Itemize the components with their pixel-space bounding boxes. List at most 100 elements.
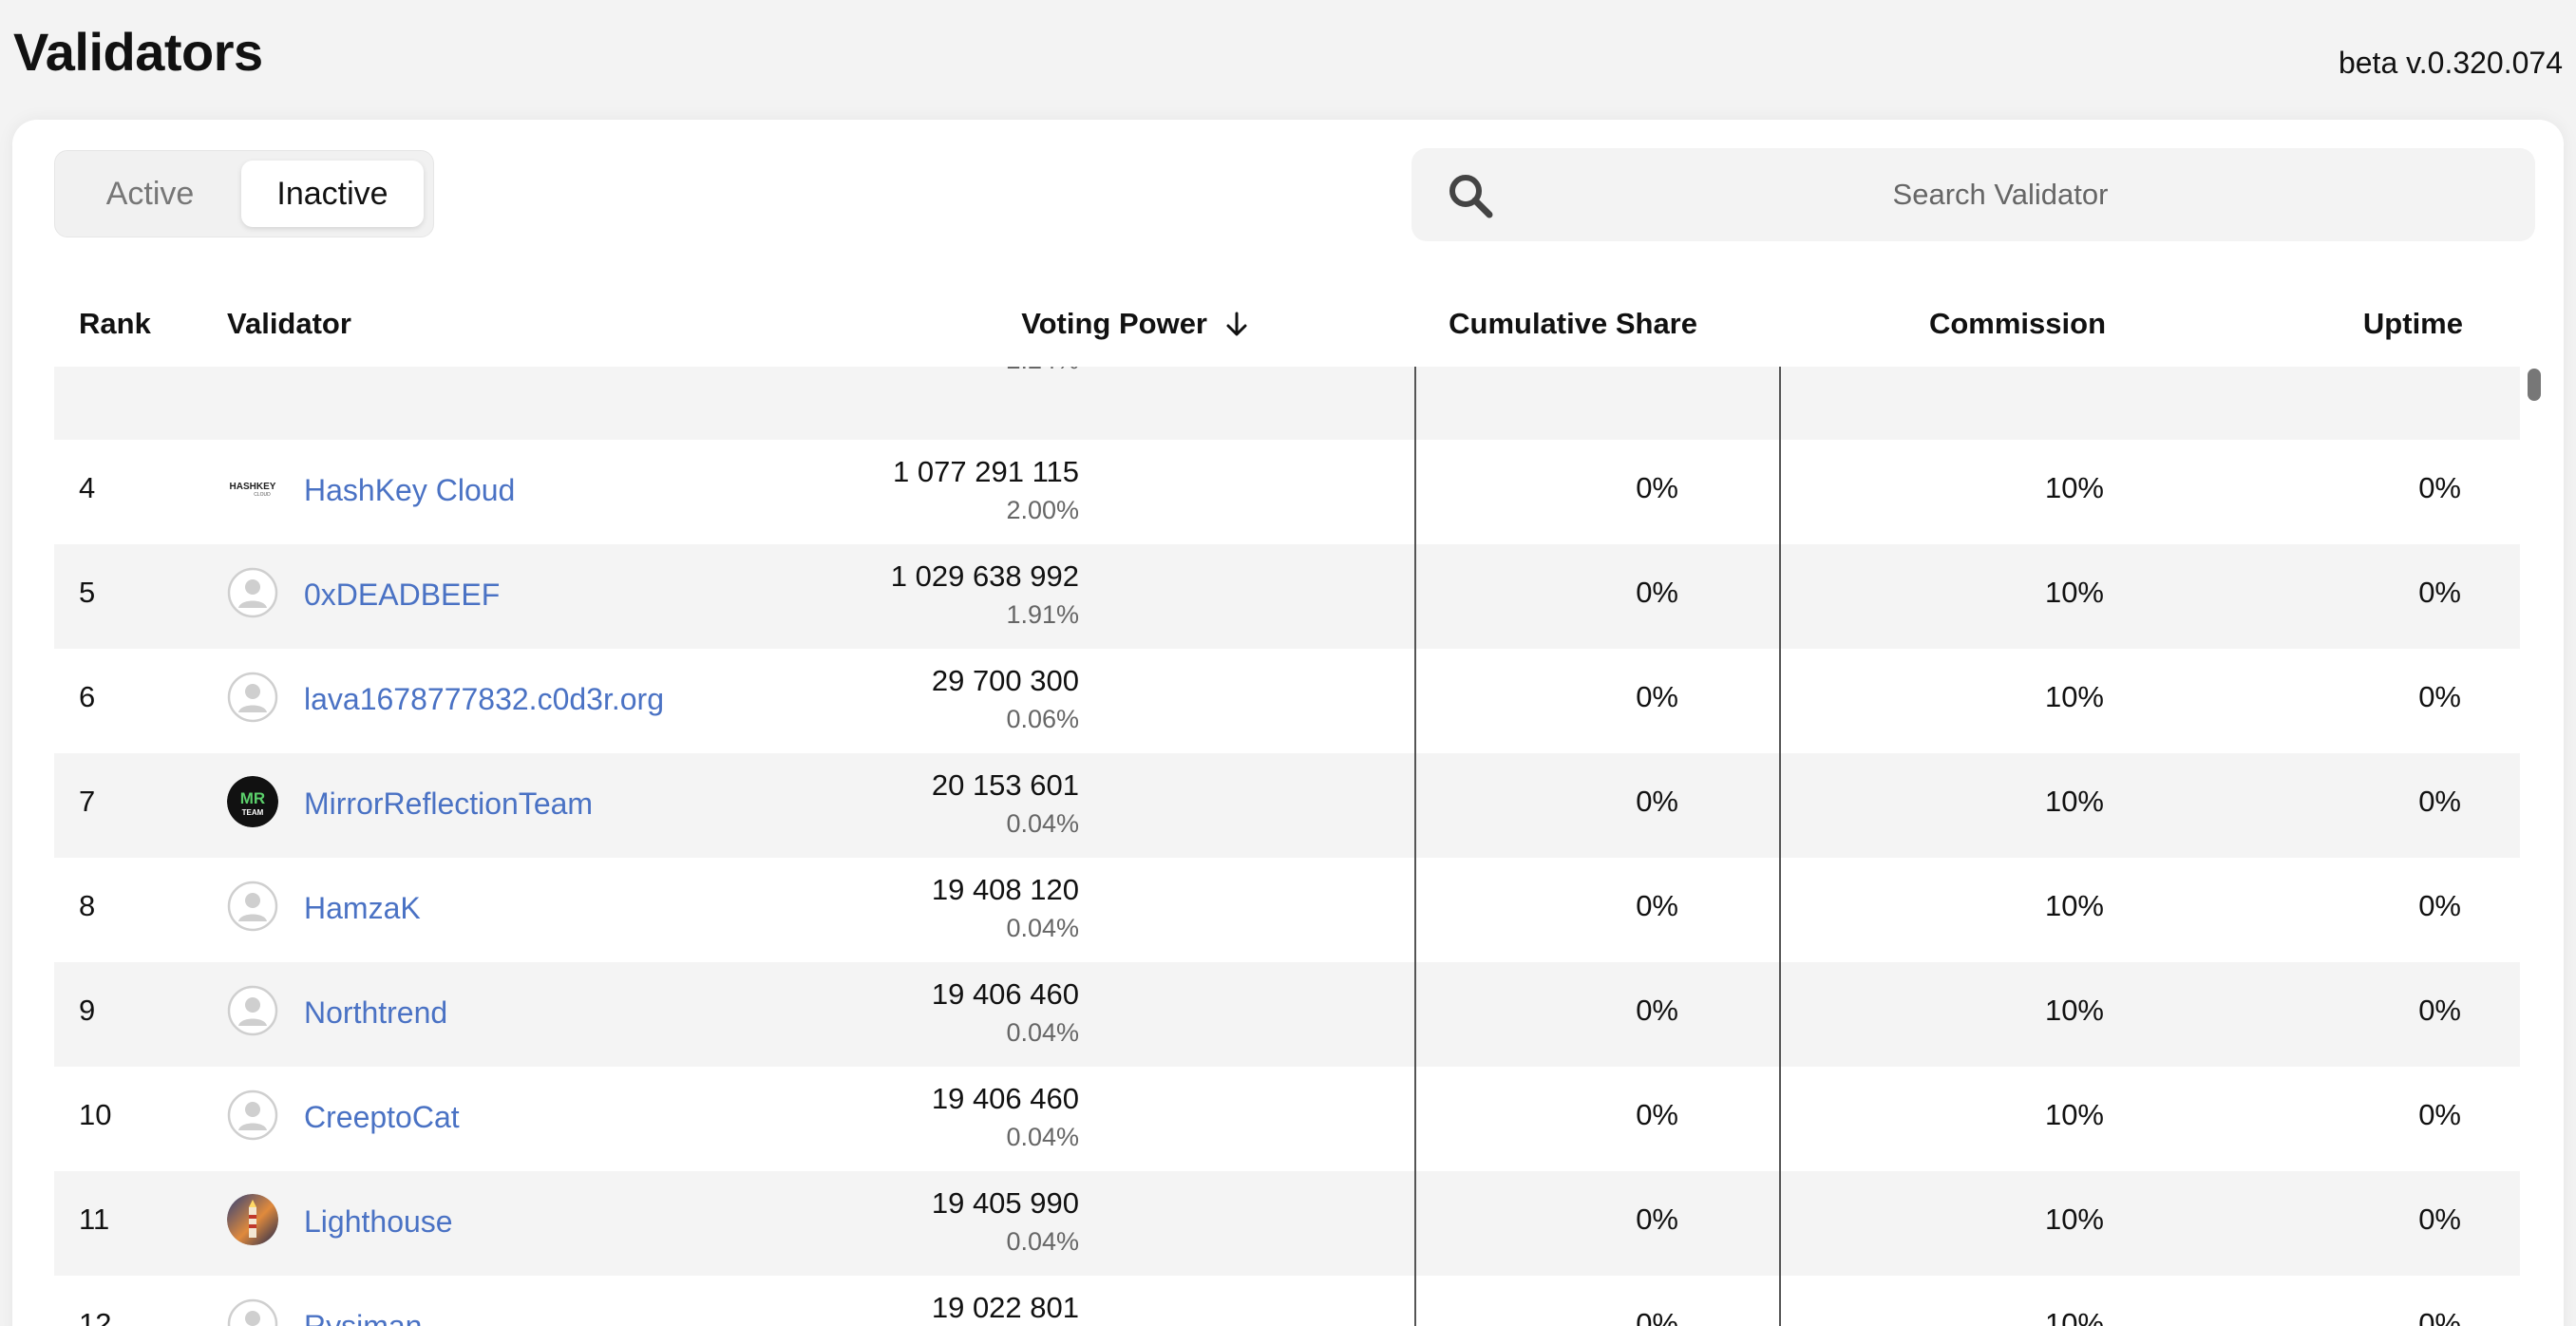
voting-power-percent: 0.06% bbox=[1006, 704, 1079, 733]
cumulative-share-divider bbox=[1414, 367, 1416, 1326]
search-box bbox=[1411, 148, 2535, 241]
page-title: Validators bbox=[13, 22, 263, 82]
voting-power-percent: 2.24% bbox=[786, 367, 1079, 377]
rank-cell: 12 bbox=[79, 1307, 112, 1326]
commission-cell: 10% bbox=[2044, 1203, 2104, 1236]
validator-name-link[interactable]: CreeptoCat bbox=[304, 1099, 460, 1134]
voting-power-percent: 0.04% bbox=[1006, 913, 1079, 942]
rank-cell: 7 bbox=[79, 785, 96, 818]
voting-power-value: 19 022 801 bbox=[931, 1291, 1079, 1324]
commission-cell: 10% bbox=[2044, 1098, 2104, 1131]
rank-cell: 4 bbox=[79, 471, 96, 504]
rank-cell: 9 bbox=[79, 994, 96, 1027]
column-header-rank[interactable]: Rank bbox=[79, 307, 151, 340]
uptime-cell: 0% bbox=[2418, 471, 2461, 504]
column-header-cumulative-share[interactable]: Cumulative Share bbox=[1449, 307, 1697, 340]
avatar bbox=[227, 1298, 278, 1326]
svg-text:TEAM: TEAM bbox=[242, 808, 264, 817]
voting-power-percent: 0.04% bbox=[1006, 1122, 1079, 1151]
validator-name-link[interactable]: Rysiman bbox=[304, 1308, 423, 1326]
avatar bbox=[227, 881, 278, 932]
voting-power-value: 19 406 460 bbox=[931, 1082, 1079, 1115]
cumulative-share-cell: 0% bbox=[1636, 1098, 1678, 1131]
table-row[interactable]: 4 HASHKEY CLOUD HashKey Cloud 1 077 291 1… bbox=[54, 440, 2520, 544]
commission-cell: 10% bbox=[2044, 680, 2104, 713]
table-row-partial[interactable]: 2.24% bbox=[54, 367, 2520, 440]
uptime-cell: 0% bbox=[2418, 680, 2461, 713]
commission-cell: 10% bbox=[2044, 785, 2104, 818]
voting-power-value: 29 700 300 bbox=[931, 664, 1079, 697]
validator-name-link[interactable]: HashKey Cloud bbox=[304, 472, 516, 507]
default-user-icon bbox=[227, 1089, 278, 1141]
svg-text:HASHKEY: HASHKEY bbox=[230, 482, 276, 492]
avatar: MR TEAM bbox=[227, 776, 278, 827]
cumulative-share-cell: 0% bbox=[1636, 576, 1678, 609]
status-tabs: Active Inactive bbox=[54, 150, 434, 237]
table-row[interactable]: 11 Lighthouse 19 405 990 0.04% 0% 10% 0% bbox=[54, 1171, 2520, 1276]
voting-power-value: 19 406 460 bbox=[931, 977, 1079, 1011]
voting-power-percent: 0.04% bbox=[1006, 1017, 1079, 1047]
rank-cell: 6 bbox=[79, 680, 96, 713]
table-row[interactable]: 9 Northtrend 19 406 460 0.04% 0% 10% 0% bbox=[54, 962, 2520, 1067]
uptime-cell: 0% bbox=[2418, 1098, 2461, 1131]
svg-text:MR: MR bbox=[240, 789, 265, 807]
voting-power-percent: 1.91% bbox=[1006, 599, 1079, 629]
default-user-icon bbox=[227, 1298, 278, 1326]
table-row[interactable]: 6 lava1678777832.c0d3r.org 29 700 300 0.… bbox=[54, 649, 2520, 753]
table-header: Rank Validator Voting Power Cumulative S… bbox=[54, 281, 2520, 367]
validator-name-link[interactable]: MirrorReflectionTeam bbox=[304, 786, 594, 821]
cumulative-share-cell: 0% bbox=[1636, 994, 1678, 1027]
column-header-uptime[interactable]: Uptime bbox=[2362, 307, 2463, 340]
column-header-voting-power[interactable]: Voting Power bbox=[786, 281, 1251, 367]
avatar bbox=[227, 985, 278, 1036]
table-row[interactable]: 8 HamzaK 19 408 120 0.04% 0% 10% 0% bbox=[54, 858, 2520, 962]
cumulative-share-cell: 0% bbox=[1636, 471, 1678, 504]
search-input[interactable] bbox=[1506, 148, 2494, 241]
voting-power-value: 1 029 638 992 bbox=[890, 559, 1079, 593]
column-header-voting-power-label: Voting Power bbox=[1021, 307, 1207, 340]
validator-name-link[interactable]: HamzaK bbox=[304, 890, 421, 925]
cumulative-share-cell: 0% bbox=[1636, 1307, 1678, 1326]
commission-cell: 10% bbox=[2044, 994, 2104, 1027]
avatar bbox=[227, 1089, 278, 1141]
tab-active[interactable]: Active bbox=[105, 175, 195, 212]
uptime-cell: 0% bbox=[2418, 1203, 2461, 1236]
rank-cell: 10 bbox=[79, 1098, 112, 1131]
table-row[interactable]: 12 Rysiman 19 022 801 0.04% 0% 10% 0% bbox=[54, 1276, 2520, 1326]
voting-power-percent: 0.04% bbox=[1006, 808, 1079, 838]
default-user-icon bbox=[227, 567, 278, 618]
tab-inactive[interactable]: Inactive bbox=[241, 161, 424, 227]
validator-name-link[interactable]: lava1678777832.c0d3r.org bbox=[304, 681, 664, 716]
scrollbar-thumb[interactable] bbox=[2528, 369, 2541, 401]
validator-name-link[interactable]: Northtrend bbox=[304, 994, 448, 1030]
avatar bbox=[227, 1194, 278, 1245]
rank-cell: 5 bbox=[79, 576, 96, 609]
cumulative-share-cell: 0% bbox=[1636, 889, 1678, 922]
commission-cell: 10% bbox=[2044, 889, 2104, 922]
voting-power-percent: 2.00% bbox=[1006, 495, 1079, 524]
validator-name-link[interactable]: Lighthouse bbox=[304, 1203, 453, 1239]
uptime-cell: 0% bbox=[2418, 576, 2461, 609]
avatar bbox=[227, 567, 278, 618]
svg-text:CLOUD: CLOUD bbox=[254, 492, 271, 498]
commission-cell: 10% bbox=[2044, 576, 2104, 609]
column-header-commission[interactable]: Commission bbox=[1928, 307, 2106, 340]
voting-power-value: 19 408 120 bbox=[931, 873, 1079, 906]
scrollbar-track[interactable] bbox=[2520, 367, 2548, 1326]
search-icon[interactable] bbox=[1446, 171, 1495, 220]
validators-panel: Active Inactive Rank Validator Voting Po… bbox=[12, 120, 2564, 1326]
uptime-cell: 0% bbox=[2418, 785, 2461, 818]
avatar: HASHKEY CLOUD bbox=[227, 463, 278, 514]
table-row[interactable]: 7 MR TEAM MirrorReflectionTeam 20 153 601… bbox=[54, 753, 2520, 858]
cumulative-share-divider bbox=[1779, 367, 1781, 1326]
default-user-icon bbox=[227, 672, 278, 723]
table-row[interactable]: 5 0xDEADBEEF 1 029 638 992 1.91% 0% 10% … bbox=[54, 544, 2520, 649]
table-row[interactable]: 10 CreeptoCat 19 406 460 0.04% 0% 10% 0% bbox=[54, 1067, 2520, 1171]
sort-descending-icon bbox=[1226, 312, 1247, 336]
uptime-cell: 0% bbox=[2418, 1307, 2461, 1326]
validator-name-link[interactable]: 0xDEADBEEF bbox=[304, 577, 501, 612]
column-header-validator[interactable]: Validator bbox=[227, 307, 351, 340]
default-user-icon bbox=[227, 985, 278, 1036]
voting-power-value: 20 153 601 bbox=[931, 768, 1079, 802]
